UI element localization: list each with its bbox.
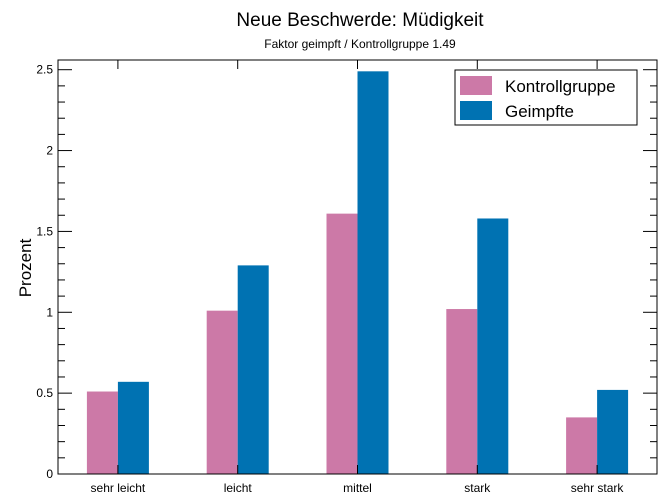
chart-subtitle: Faktor geimpft / Kontrollgruppe 1.49 (264, 37, 456, 51)
x-tick-label-sehr-stark: sehr stark (571, 481, 625, 495)
bar-kontrollgruppe-mittel (326, 213, 358, 474)
x-tick-labels: sehr leicht leicht mittel stark sehr stark (91, 481, 625, 495)
chart-title: Neue Beschwerde: Müdigkeit (236, 10, 484, 31)
legend-label-kontrollgruppe: Kontrollgruppe (505, 77, 616, 96)
y-axis-label: Prozent (16, 238, 35, 297)
x-tick-label-mittel: mittel (343, 481, 372, 495)
bar-kontrollgruppe-sehr-leicht (86, 391, 118, 474)
y-tick-label: 1 (46, 305, 53, 319)
y-tick-label: 2.5 (36, 63, 53, 77)
y-tick-label: 0 (46, 467, 53, 481)
legend: Kontrollgruppe Geimpfte (454, 69, 638, 126)
legend-label-geimpfte: Geimpfte (505, 102, 574, 121)
y-tick-label: 0.5 (36, 386, 53, 400)
y-tick-label: 2 (46, 144, 53, 158)
bar-kontrollgruppe-sehr-stark (566, 417, 598, 474)
x-tick-label-sehr-leicht: sehr leicht (91, 481, 146, 495)
legend-swatch-geimpfte (460, 101, 492, 120)
bar-kontrollgruppe-leicht (206, 310, 238, 474)
x-tick-label-leicht: leicht (224, 481, 253, 495)
bar-kontrollgruppe-stark (446, 309, 478, 474)
bar-geimpfte-leicht (237, 265, 269, 474)
x-tick-label-stark: stark (464, 481, 491, 495)
plot-frame (57, 59, 658, 475)
y-tick-labels: 0 0.5 1 1.5 2 2.5 (36, 63, 53, 481)
y-tick-label: 1.5 (36, 224, 53, 238)
bar-geimpfte-mittel (357, 71, 389, 474)
bar-geimpfte-stark (477, 218, 509, 474)
bar-geimpfte-sehr-stark (597, 389, 629, 474)
bar-geimpfte-sehr-leicht (117, 381, 149, 474)
bars-group (86, 71, 629, 474)
legend-swatch-kontrollgruppe (460, 76, 492, 95)
